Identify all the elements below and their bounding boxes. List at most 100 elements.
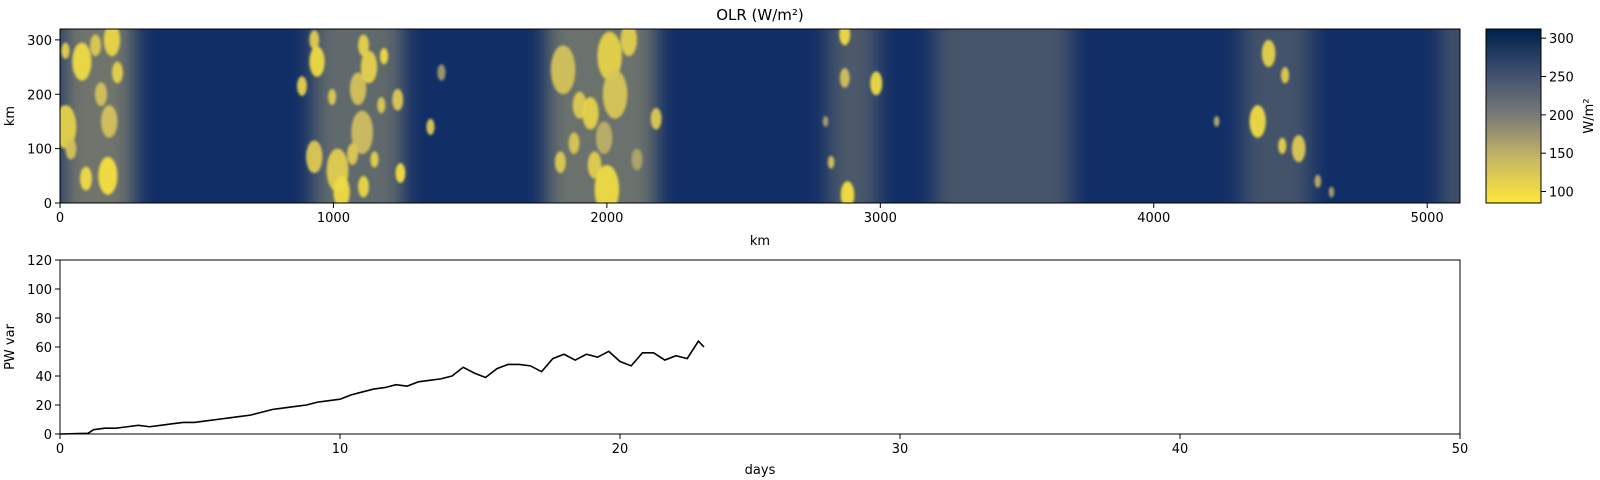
convective-cell: [101, 105, 118, 138]
convective-cell: [602, 69, 628, 119]
convective-cell: [351, 110, 374, 155]
line-x-tick-label: 30: [892, 442, 909, 457]
convective-cell: [568, 132, 580, 155]
convective-cell: [379, 48, 389, 65]
convective-cell: [595, 121, 613, 155]
convective-cell: [370, 151, 379, 168]
convective-cell: [620, 29, 637, 57]
convective-cell: [72, 42, 92, 81]
line-panel: 0 10 20 30 40 50 0 20 40 60 80 100 120 days PW var: [3, 254, 1468, 478]
convective-cell: [582, 96, 599, 130]
convective-cell: [1328, 186, 1335, 198]
line-y-tick-label: 100: [27, 283, 52, 298]
colorbar-label: W/m²: [1582, 98, 1597, 133]
line-y-label: PW var: [3, 323, 18, 369]
heatmap-background: [60, 29, 1460, 203]
heatmap-image: [60, 29, 1460, 203]
heatmap-panel: OLR (W/m²) 0 1000 2000 3000 4000 5000 0 100 200…: [3, 6, 1461, 249]
convective-cell: [309, 30, 320, 50]
convective-cell: [827, 155, 835, 169]
colorbar-tick-label: 200: [1549, 109, 1574, 124]
convective-cell: [1278, 137, 1287, 155]
line-y-axis: 0 20 40 60 80 100 120: [27, 254, 60, 443]
convective-cell: [839, 68, 850, 88]
convective-cell: [554, 151, 566, 174]
convective-cell: [597, 31, 622, 81]
convective-cell: [79, 166, 92, 191]
convective-cells: [60, 29, 1335, 203]
convective-cell: [61, 42, 70, 59]
colorbar-tick-label: 300: [1549, 32, 1574, 47]
colorbar-tick-label: 250: [1549, 71, 1574, 86]
convective-cell: [60, 105, 77, 149]
line-y-tick-label: 20: [35, 399, 52, 414]
convective-cell: [360, 50, 378, 84]
convective-cell: [395, 163, 406, 183]
convective-cell: [349, 72, 367, 106]
pw-var-line: [59, 339, 705, 435]
line-x-axis: 0 10 20 30 40 50: [56, 434, 1468, 457]
heatmap-x-tick-label: 3000: [864, 211, 897, 226]
colorbar-tick-label: 150: [1549, 147, 1574, 162]
line-y-tick-label: 40: [35, 370, 52, 385]
heatmap-x-axis: 0 1000 2000 3000 4000 5000: [56, 203, 1444, 226]
convective-cell: [65, 137, 77, 160]
colorbar: 100 150 200 250 300 W/m²: [1485, 28, 1597, 204]
convective-cell: [587, 151, 602, 179]
convective-cell: [1261, 39, 1276, 68]
heatmap-y-axis: 0 100 200 300: [27, 34, 60, 212]
convective-band-6: [1443, 29, 1460, 203]
convective-cell: [1291, 135, 1306, 163]
heatmap-x-tick-label: 4000: [1137, 211, 1170, 226]
convective-cell: [103, 29, 121, 57]
convective-cell: [839, 29, 851, 46]
convective-cell: [95, 82, 108, 107]
line-x-tick-label: 50: [1452, 442, 1469, 457]
convective-cell: [426, 118, 435, 136]
colorbar-gradient: [1485, 28, 1542, 204]
line-y-tick-label: 60: [35, 341, 52, 356]
line-y-tick-label: 0: [44, 428, 52, 443]
convective-cell: [650, 107, 662, 130]
line-x-tick-label: 40: [1172, 442, 1189, 457]
convective-cell: [327, 88, 337, 106]
convective-cell: [392, 88, 404, 111]
heatmap-x-tick-label: 5000: [1411, 211, 1444, 226]
heatmap-frame: [59, 28, 1461, 204]
convective-band-3: [828, 29, 878, 203]
heatmap-x-tick-label: 0: [56, 211, 64, 226]
heatmap-y-tick-label: 100: [27, 143, 52, 158]
convective-cell: [358, 34, 369, 57]
convective-cell: [90, 34, 102, 57]
convective-cell: [98, 156, 118, 195]
line-x-tick-label: 0: [56, 442, 64, 457]
line-y-tick-label: 80: [35, 312, 52, 327]
heatmap-y-label: km: [3, 106, 18, 126]
convective-cell: [309, 46, 325, 77]
convective-cell: [840, 181, 855, 203]
convective-cell: [1213, 116, 1220, 127]
heatmap-title: OLR (W/m²): [716, 6, 804, 24]
convective-cell: [297, 76, 307, 96]
convective-cell: [870, 71, 883, 96]
heatmap-x-tick-label: 2000: [590, 211, 623, 226]
line-plot-frame: [59, 259, 1461, 435]
heatmap-y-tick-label: 200: [27, 88, 52, 103]
convective-cell: [1280, 67, 1290, 84]
convective-cell: [347, 143, 359, 165]
convective-cell: [1314, 174, 1322, 188]
colorbar-ticks: 100 150 200 250 300: [1541, 32, 1574, 201]
convective-cell: [437, 64, 446, 81]
convective-cell: [1249, 105, 1266, 138]
convective-cell: [358, 175, 369, 198]
colorbar-tick-label: 100: [1549, 186, 1574, 201]
convective-cell: [377, 96, 386, 114]
convective-band-4: [935, 29, 1072, 203]
line-x-label: days: [745, 463, 776, 478]
heatmap-y-tick-label: 300: [27, 34, 52, 49]
convective-cell: [111, 61, 123, 84]
convective-cell: [631, 148, 643, 171]
convective-cell: [822, 116, 829, 127]
heatmap-x-tick-label: 1000: [317, 211, 350, 226]
